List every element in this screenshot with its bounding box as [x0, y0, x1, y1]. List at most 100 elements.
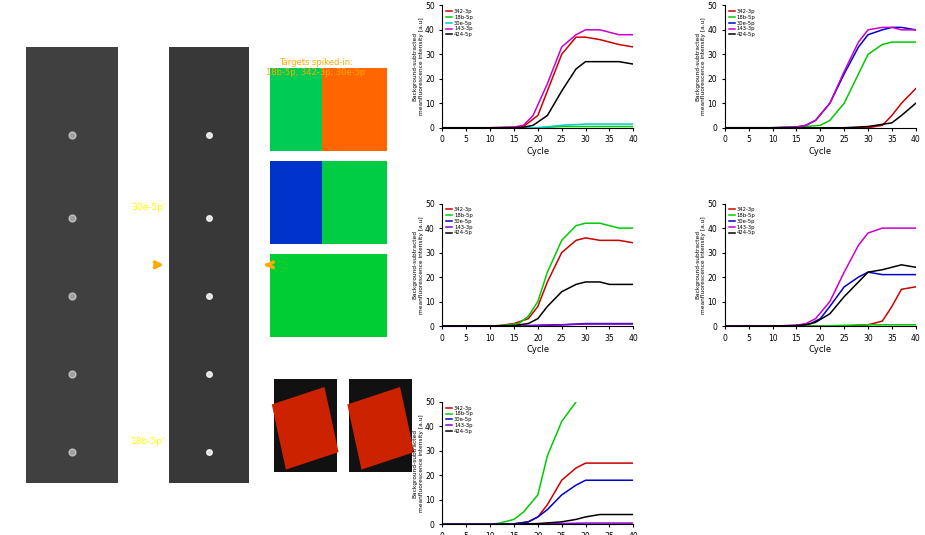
18b-5p [743, 323, 754, 329]
Y-axis label: Background-subtracted
meanfluorescence intensity [a.u]: Background-subtracted meanfluorescence i… [413, 414, 424, 512]
18b-5p [743, 125, 754, 131]
342-3p [767, 125, 778, 131]
18b-5p [523, 313, 534, 319]
424-5p [839, 293, 850, 300]
18b-5p [532, 125, 543, 131]
424-5p [767, 125, 778, 131]
342-3p [877, 122, 888, 128]
143-3p [485, 323, 496, 329]
342-3p [595, 36, 606, 43]
143-3p [877, 24, 888, 30]
X-axis label: Cycle: Cycle [808, 346, 832, 355]
424-5p [604, 511, 615, 518]
30e-5p [839, 71, 850, 77]
18b-5p [604, 123, 615, 129]
18b-5p [485, 125, 496, 131]
424-5p [791, 125, 802, 131]
143-3p [604, 29, 615, 35]
30e-5p [886, 271, 897, 278]
Line: 424-5p: 424-5p [725, 265, 916, 326]
424-5p [853, 279, 864, 285]
342-3p [571, 34, 582, 40]
Text: 342-3p': 342-3p' [131, 281, 166, 290]
143-3p [509, 124, 520, 130]
342-3p [485, 125, 496, 131]
342-3p [437, 323, 448, 329]
143-3p [556, 44, 567, 50]
Line: 424-5p: 424-5p [442, 282, 634, 326]
30e-5p [532, 322, 543, 328]
143-3p [896, 225, 907, 231]
143-3p [767, 323, 778, 329]
342-3p [485, 323, 496, 329]
18b-5p [720, 323, 731, 329]
143-3p [810, 117, 821, 124]
30e-5p [800, 122, 811, 128]
143-3p [910, 27, 921, 33]
143-3p [791, 322, 802, 328]
Bar [350, 379, 413, 472]
Line: 342-3p: 342-3p [725, 89, 916, 128]
Line: 424-5p: 424-5p [442, 62, 634, 128]
143-3p [613, 32, 624, 38]
342-3p [815, 323, 826, 329]
Text: 30e-5p': 30e-5p' [131, 203, 166, 212]
143-3p [485, 125, 496, 131]
18b-5p [485, 521, 496, 528]
Text: 18b-5p': 18b-5p' [131, 437, 166, 446]
143-3p [571, 32, 582, 38]
143-3p [437, 125, 448, 131]
30e-5p [580, 121, 591, 127]
Bar [323, 67, 387, 151]
342-3p [628, 460, 639, 467]
30e-5p [437, 323, 448, 329]
424-5p [628, 511, 639, 518]
424-5p [595, 58, 606, 65]
Line: 424-5p: 424-5p [725, 103, 916, 128]
342-3p [532, 303, 543, 310]
424-5p [720, 323, 731, 329]
342-3p [509, 521, 520, 527]
424-5p [532, 316, 543, 322]
Legend: 342-3p, 18b-5p, 30e-5p, 143-3p, 424-5p: 342-3p, 18b-5p, 30e-5p, 143-3p, 424-5p [728, 207, 757, 236]
342-3p [628, 240, 639, 246]
424-5p [720, 125, 731, 131]
424-5p [580, 514, 591, 520]
18b-5p [815, 122, 826, 128]
143-3p [886, 24, 897, 30]
143-3p [743, 125, 754, 131]
Bar [269, 161, 334, 244]
143-3p [509, 521, 520, 528]
342-3p [509, 124, 520, 131]
424-5p [571, 516, 582, 523]
342-3p [896, 100, 907, 106]
Bar [269, 255, 387, 338]
342-3p [613, 41, 624, 48]
424-5p [523, 320, 534, 327]
424-5p [824, 311, 835, 317]
424-5p [896, 262, 907, 268]
143-3p [461, 125, 472, 131]
143-3p [896, 27, 907, 33]
424-5p [461, 323, 472, 329]
342-3p [896, 286, 907, 293]
424-5p [896, 112, 907, 119]
342-3p [461, 125, 472, 131]
18b-5p [767, 323, 778, 329]
30e-5p [743, 323, 754, 329]
30e-5p [853, 274, 864, 280]
30e-5p [791, 322, 802, 328]
30e-5p [877, 27, 888, 33]
30e-5p [613, 477, 624, 484]
342-3p [556, 51, 567, 58]
143-3p [556, 322, 567, 328]
Text: 1st cycle: 1st cycle [52, 496, 92, 506]
Line: 143-3p: 143-3p [442, 523, 634, 524]
Bar [269, 67, 328, 151]
143-3p [527, 112, 538, 119]
30e-5p [461, 521, 472, 528]
18b-5p [853, 71, 864, 77]
18b-5p [767, 125, 778, 131]
Text: 424-5p': 424-5p' [366, 476, 395, 485]
143-3p [824, 100, 835, 106]
